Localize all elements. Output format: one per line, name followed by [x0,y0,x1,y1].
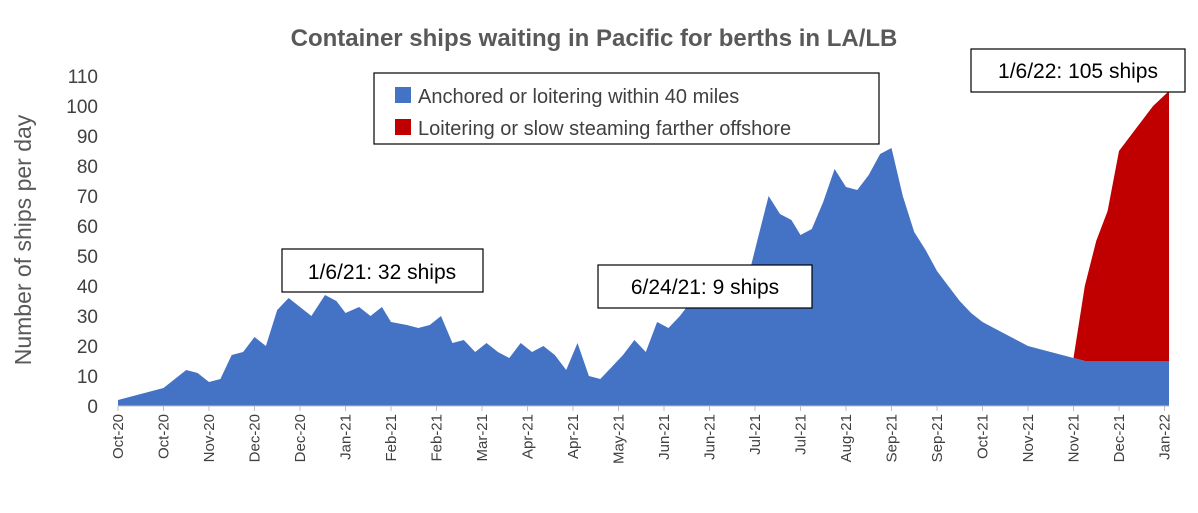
annotation-jan22: 1/6/22: 105 ships [998,60,1158,83]
x-tick-label: Oct-21 [975,414,992,459]
x-tick-label: Oct-20 [156,414,173,459]
y-ticks: 0 10 20 30 40 50 60 70 80 90 100 110 [66,67,98,418]
y-tick-label: 10 [77,367,98,388]
y-tick-label: 80 [77,157,98,178]
area-series-offshore [1073,91,1169,361]
x-tick-label: Dec-20 [292,414,309,462]
y-tick-label: 30 [77,307,98,328]
x-tick-label: Nov-20 [201,414,218,462]
annotation-jun21: 6/24/21: 9 ships [631,276,779,299]
y-tick-label: 70 [77,187,98,208]
y-tick-label: 0 [87,397,98,418]
x-tick-label: Jun-21 [702,414,719,460]
annotations: 1/6/21: 32 ships 6/24/21: 9 ships 1/6/22… [281,48,1186,309]
x-tick-label: Dec-20 [247,414,264,462]
chart-title: Container ships waiting in Pacific for b… [291,25,898,52]
x-tick-label: Oct-20 [110,414,127,459]
annotation-box-jun21 [597,264,813,309]
legend-swatch-anchored [395,87,411,103]
y-tick-label: 110 [68,67,98,88]
legend-label-offshore: Loitering or slow steaming farther offsh… [418,118,791,140]
x-tick-label: Jul-21 [747,414,764,455]
legend-swatch-offshore [395,119,411,135]
x-tick-label: Nov-21 [1020,414,1037,462]
area-series-anchored [118,148,1169,406]
x-tick-label: May-21 [611,414,628,464]
x-tick-label: Jul-21 [793,414,810,455]
x-tick-label: Sep-21 [884,414,901,462]
x-tick-label: Mar-21 [474,414,491,462]
y-tick-label: 50 [77,247,98,268]
y-tick-label: 90 [77,127,98,148]
x-tick-label: Feb-21 [429,414,446,462]
plot-areas [118,91,1169,406]
legend-label-anchored: Anchored or loitering within 40 miles [418,86,739,108]
annotation-box-jan22 [970,48,1186,93]
legend-box [373,72,880,145]
y-tick-label: 60 [77,217,98,238]
x-ticks: Oct-20 Oct-20 Nov-20 Dec-20 Dec-20 Jan-21 Feb-… [110,406,1174,464]
y-tick-label: 100 [66,97,98,118]
x-tick-label: Sep-21 [929,414,946,462]
y-axis-label: Number of ships per day [10,114,36,365]
x-tick-label: Jan-21 [338,414,355,460]
annotation-box-jan21 [281,248,484,293]
x-tick-label: Apr-21 [565,414,582,459]
x-tick-label: Apr-21 [520,414,537,459]
x-tick-label: Dec-21 [1111,414,1128,462]
legend: Anchored or loitering within 40 miles Lo… [373,72,880,145]
x-tick-label: Jun-21 [656,414,673,460]
y-tick-label: 20 [77,337,98,358]
y-tick-label: 40 [77,277,98,298]
x-tick-label: Aug-21 [838,414,855,462]
x-tick-label: Jan-22 [1157,414,1174,460]
x-tick-label: Feb-21 [383,414,400,462]
x-tick-label: Nov-21 [1066,414,1083,462]
annotation-jan21: 1/6/21: 32 ships [308,261,456,284]
